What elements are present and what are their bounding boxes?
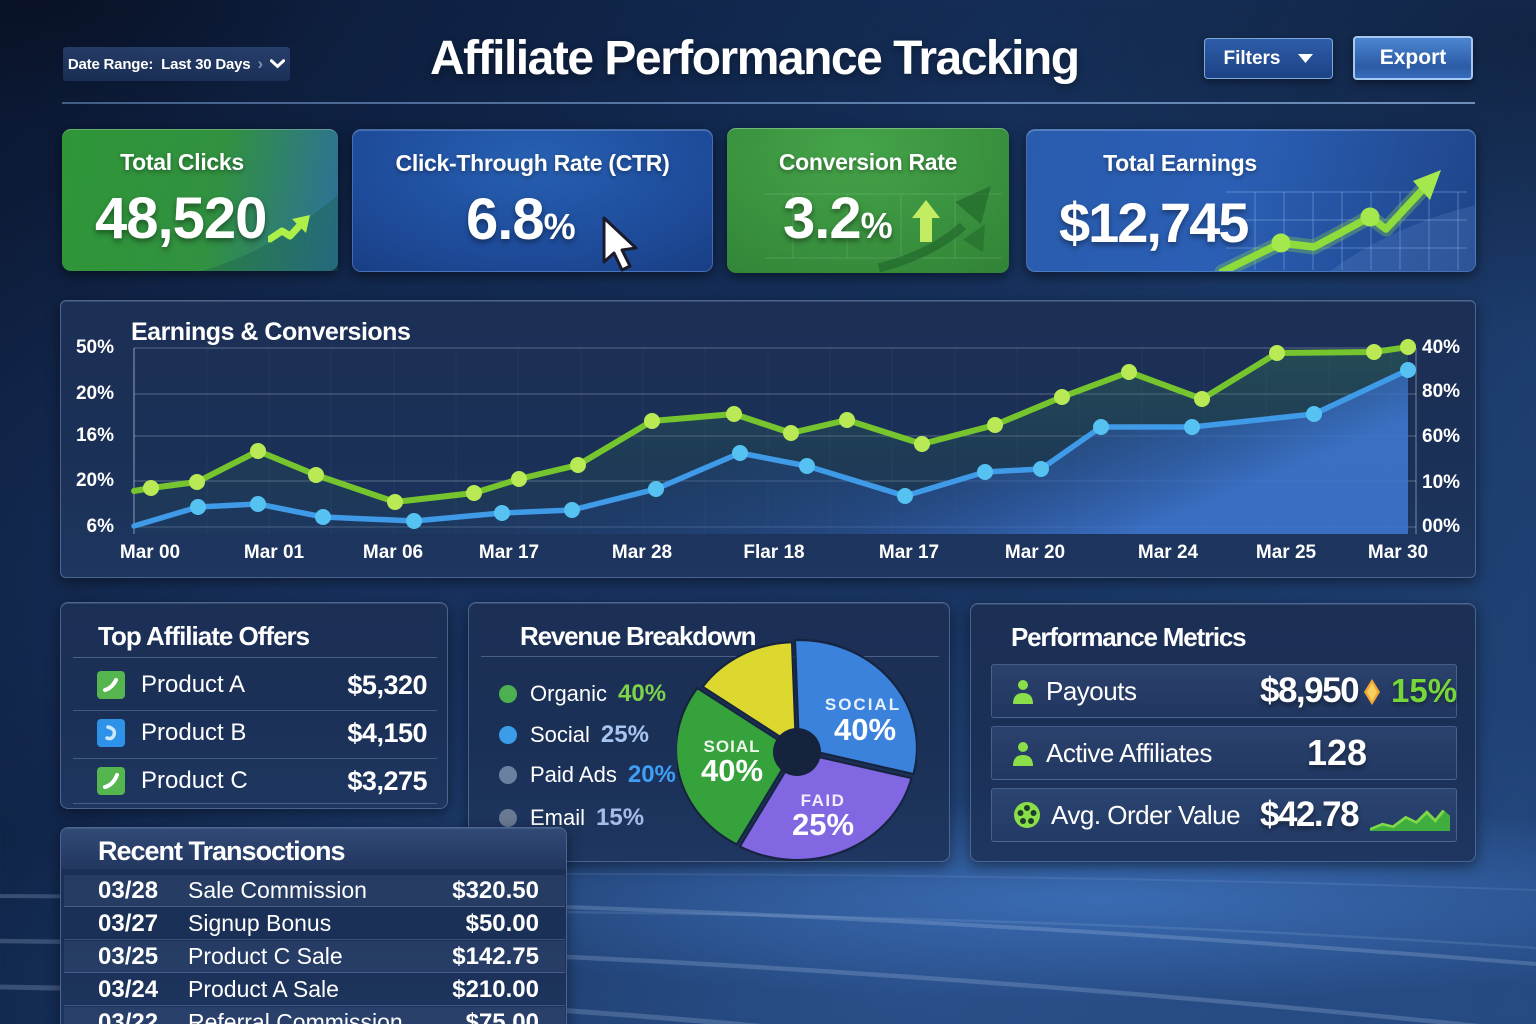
svg-text:SOCIAL: SOCIAL [825,695,901,714]
svg-text:FAID: FAID [801,791,846,810]
svg-text:40%: 40% [834,712,896,747]
svg-text:25%: 25% [792,807,854,842]
svg-text:40%: 40% [701,753,763,788]
svg-text:SOIAL: SOIAL [704,737,761,756]
